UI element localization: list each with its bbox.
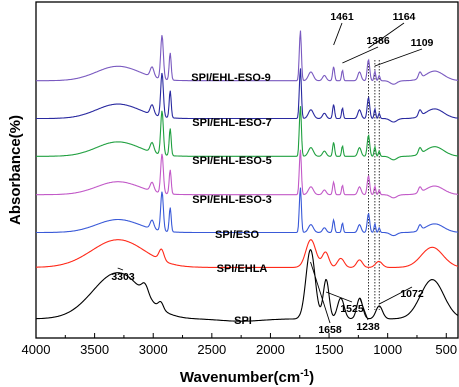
peak-label: 1525 xyxy=(340,303,364,315)
peak-annotations: 330316581525123810721461138611641109 xyxy=(111,11,433,336)
peak-pointer xyxy=(325,291,353,303)
series-label: SPI/EHL-ESO-5 xyxy=(192,155,271,167)
series-line-3 xyxy=(36,149,459,199)
x-tick-label: 2500 xyxy=(197,342,226,357)
x-axis-title-close: ) xyxy=(309,369,314,386)
x-ticks: 4000 3500 3000 2500 2000 1500 1000 500 xyxy=(22,333,457,357)
peak-label: 1658 xyxy=(318,324,342,336)
plot-frame xyxy=(35,1,459,339)
series-label: SPI/EHL-ESO-3 xyxy=(192,194,271,206)
series-line-2 xyxy=(36,187,459,237)
x-tick-label: 500 xyxy=(435,342,457,357)
peak-pointer xyxy=(368,22,405,49)
series-label: SPI/ESO xyxy=(215,229,259,241)
peak-label: 1461 xyxy=(330,11,354,23)
series-line-5 xyxy=(36,68,459,123)
x-tick-label: 2000 xyxy=(256,342,285,357)
x-axis-title-sup: -1 xyxy=(300,368,309,379)
series-line-1 xyxy=(36,239,459,268)
x-tick-label: 1000 xyxy=(373,342,402,357)
peak-label: 3303 xyxy=(111,271,135,283)
series-label: SPI/EHL-ESO-9 xyxy=(191,72,270,84)
x-axis-title-main: Wavenumber(cm xyxy=(180,369,300,386)
peak-label: 1109 xyxy=(411,37,434,49)
y-axis-title: Absorbance(%) xyxy=(7,115,24,225)
peak-label: 1072 xyxy=(400,288,424,300)
x-tick-label: 1500 xyxy=(315,342,344,357)
peak-label: 1164 xyxy=(393,11,416,23)
x-axis-title: Wavenumber(cm-1) xyxy=(180,368,314,386)
peak-pointer xyxy=(342,46,379,64)
peak-label: 1238 xyxy=(356,321,380,333)
peak-pointer xyxy=(359,297,369,321)
x-tick-label: 4000 xyxy=(22,342,51,357)
series-line-0 xyxy=(36,248,459,322)
x-tick-label: 3500 xyxy=(80,342,109,357)
peak-pointer xyxy=(379,286,413,305)
series-layer xyxy=(36,30,459,322)
series-labels: SPI SPI/EHLA SPI/ESO SPI/EHL-ESO-3 SPI/EHL-E… xyxy=(191,72,271,327)
reference-lines xyxy=(368,60,380,310)
series-line-6 xyxy=(36,30,459,85)
series-line-4 xyxy=(36,106,459,161)
peak-pointer xyxy=(333,22,343,46)
series-label: SPI/EHLA xyxy=(217,263,268,275)
series-label: SPI xyxy=(234,315,252,327)
x-tick-label: 3000 xyxy=(139,342,168,357)
peak-pointer xyxy=(374,48,423,67)
series-label: SPI/EHL-ESO-7 xyxy=(192,117,271,129)
peak-pointer xyxy=(310,261,331,324)
peak-pointer xyxy=(117,267,124,271)
